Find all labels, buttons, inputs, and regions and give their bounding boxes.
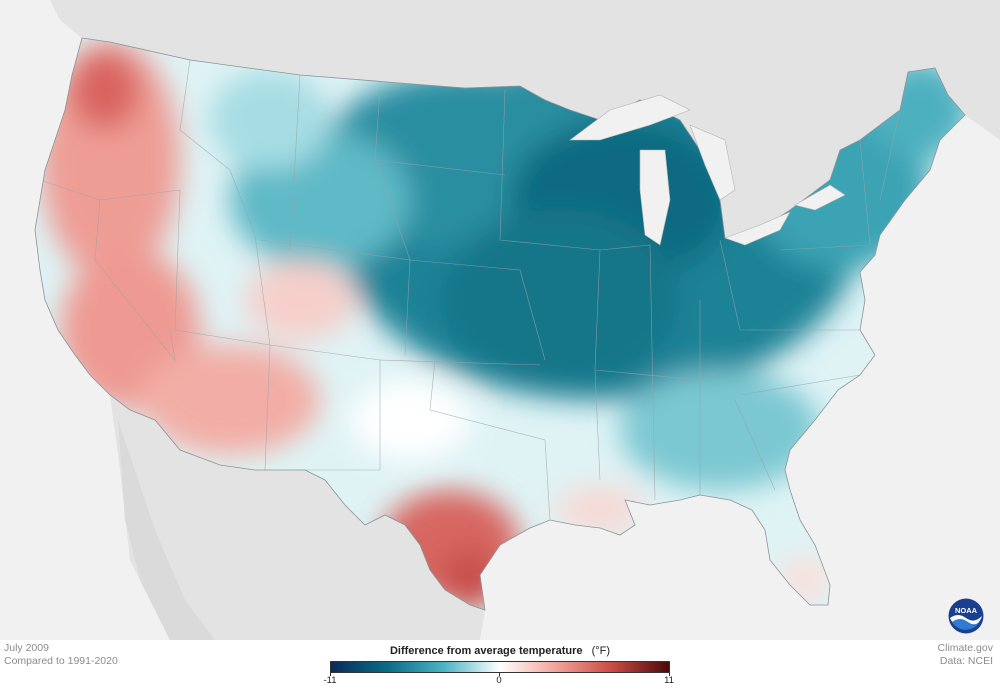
baja-peninsula xyxy=(118,420,215,640)
credit-data: Data: NCEI xyxy=(939,655,993,667)
baseline-label: Compared to 1991-2020 xyxy=(4,655,118,667)
legend-tick-min xyxy=(330,673,331,676)
map-canvas xyxy=(0,0,1000,640)
credit-site: Climate.gov xyxy=(937,642,993,654)
legend-mid-label: 0 xyxy=(496,675,502,686)
legend-title-text: Difference from average temperature xyxy=(389,645,583,657)
legend-unit: (°F) xyxy=(591,645,611,657)
noaa-logo: NOAA xyxy=(948,598,984,634)
state-borders xyxy=(39,59,901,521)
temperature-anomaly-map: NOAA xyxy=(0,0,1000,640)
legend-tick-max xyxy=(669,673,670,676)
caption-left: July 2009 Compared to 1991-2020 xyxy=(4,642,118,668)
great-lakes xyxy=(569,94,846,246)
mexico-landmass xyxy=(110,395,485,640)
legend-min-label: -11 xyxy=(323,675,337,686)
canada-landmass xyxy=(0,0,1000,238)
legend-color-bar xyxy=(330,661,670,673)
caption-right: Climate.gov Data: NCEI xyxy=(938,642,993,668)
legend-tick-mid xyxy=(499,673,500,676)
legend-title: Difference from average temperature (°F) xyxy=(330,645,670,657)
noaa-logo-text: NOAA xyxy=(955,606,978,615)
legend-max-label: 11 xyxy=(664,675,674,686)
map-footer: July 2009 Compared to 1991-2020 Differen… xyxy=(0,640,1000,690)
period-label: July 2009 xyxy=(4,642,49,654)
